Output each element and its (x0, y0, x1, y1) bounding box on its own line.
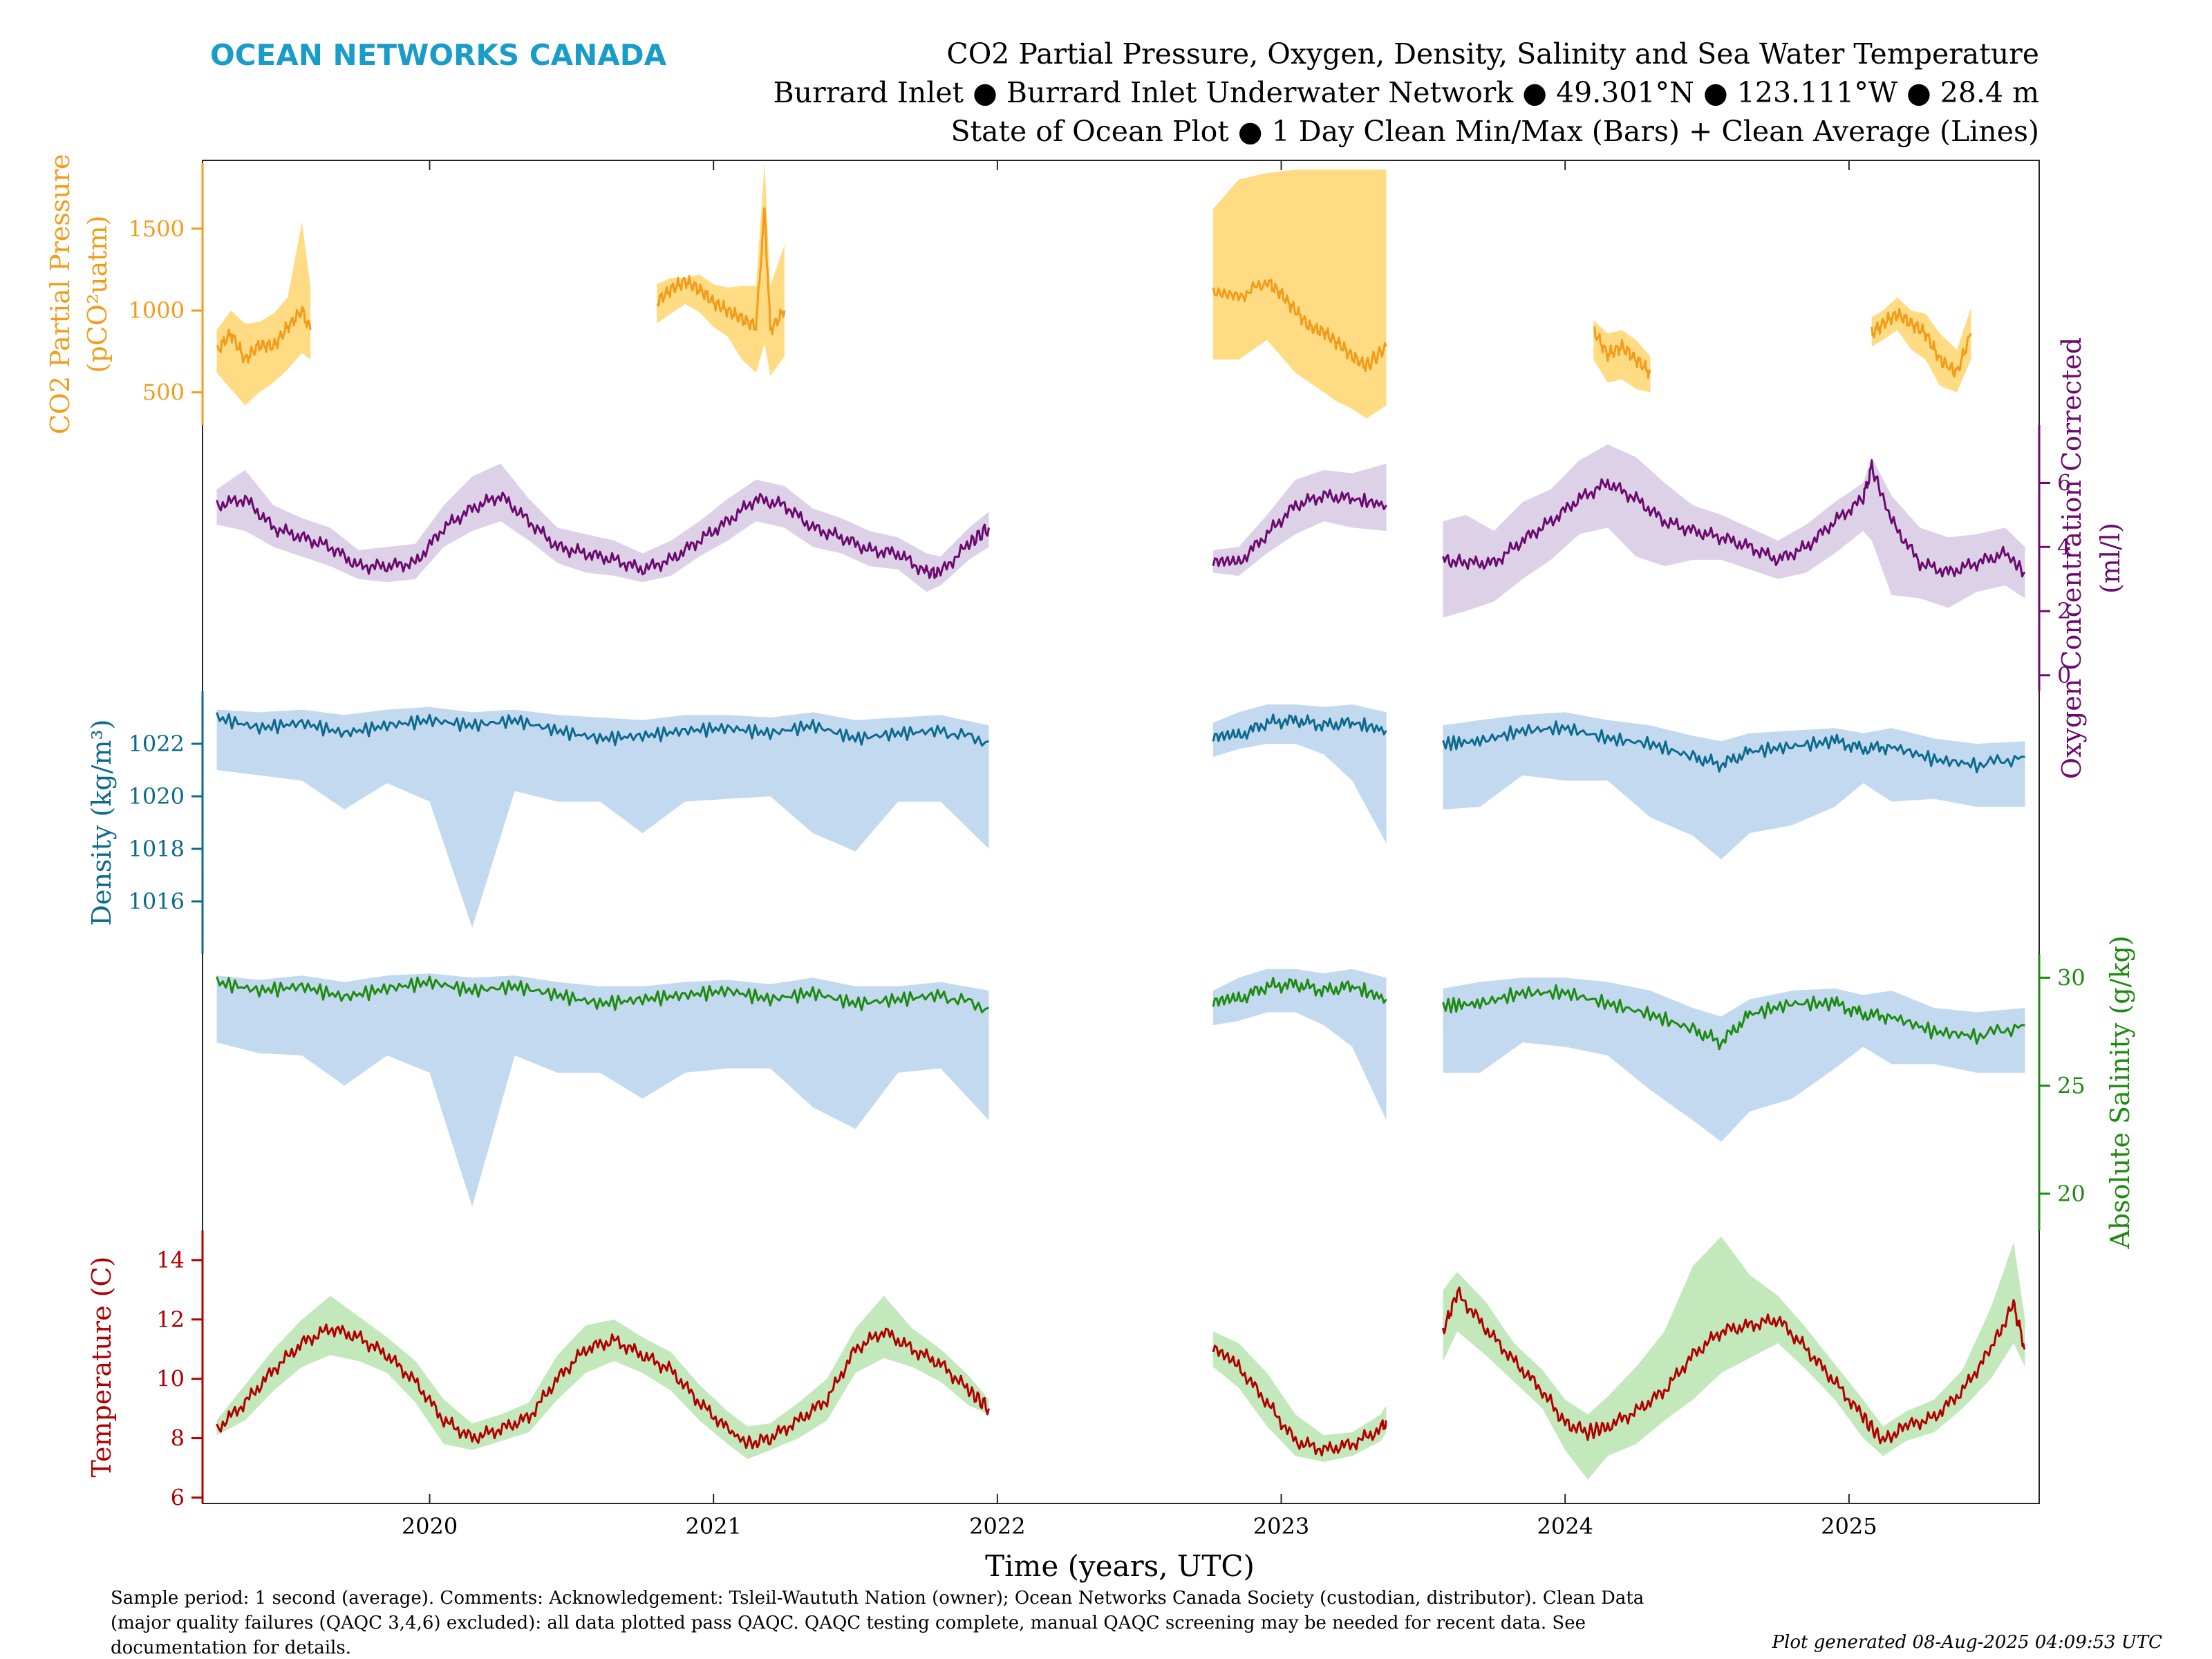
salinity-y-tick-label-30: 30 (2057, 964, 2086, 991)
oxygen-mean-line-0 (216, 491, 990, 579)
density-y-tick-label-1020: 1020 (129, 783, 185, 809)
co2-y-axis-label: CO2 Partial Pressure (45, 154, 75, 435)
footer-note-line1: Sample period: 1 second (average). Comme… (111, 1588, 1644, 1609)
co2-minmax-band-3 (1593, 320, 1651, 393)
oxygen-y-tick-label-4: 4 (2057, 534, 2071, 560)
co2-mean-line-4 (1871, 308, 1972, 378)
oxygen-minmax-band-2 (1443, 444, 2025, 618)
temperature-mean-line-2 (1442, 1286, 2026, 1445)
x-tick-label-2022: 2022 (969, 1513, 1025, 1539)
oxygen-y-tick-label-6: 6 (2057, 469, 2071, 496)
temperature-minmax-band-1 (1212, 1331, 1387, 1462)
density-y-tick-label-1016: 1016 (129, 888, 185, 915)
oxygen-y-tick-label-0: 0 (2057, 662, 2071, 688)
density-mean-line-2 (1442, 720, 2025, 774)
salinity-minmax-band-1 (1212, 968, 1387, 1121)
ocean-networks-logo: OCEAN NETWORKS CANADA (210, 38, 667, 72)
temperature-y-tick-label-6: 6 (171, 1484, 185, 1510)
co2-mean-line-2 (1212, 279, 1387, 373)
x-axis-label: Time (years, UTC) (985, 1549, 1255, 1583)
density-y-tick-label-1018: 1018 (129, 836, 185, 862)
co2-minmax-band-2 (1212, 169, 1387, 419)
co2-minmax-band-4 (1871, 297, 1971, 393)
x-tick-label-2020: 2020 (402, 1513, 458, 1539)
chart-title-line2: Burrard Inlet ● Burrard Inlet Underwater… (774, 76, 2039, 109)
co2-mean-line-1 (656, 207, 786, 336)
temperature-minmax-band-2 (1443, 1236, 2025, 1480)
x-tick-label-2024: 2024 (1537, 1513, 1593, 1539)
co2-y-tick-label-500: 500 (142, 379, 185, 406)
salinity-y-axis-label: Absolute Salinity (g/kg) (2105, 935, 2135, 1249)
density-y-tick-label-1022: 1022 (129, 731, 185, 757)
density-mean-line-1 (1212, 713, 1387, 742)
panel-salinity: 20 25 30 Absolute Salinity (g/kg) (216, 935, 2135, 1250)
co2-y-axis-label-unit: (pCO²uatm) (82, 216, 113, 373)
co2-minmax-band-0 (216, 222, 311, 406)
density-minmax-band-2 (1443, 712, 2025, 860)
temperature-y-tick-label-14: 14 (156, 1247, 185, 1273)
temperature-mean-line-0 (216, 1323, 990, 1450)
chart-title-line1: CO2 Partial Pressure, Oxygen, Density, S… (946, 37, 2039, 71)
salinity-minmax-band-0 (216, 973, 989, 1207)
panel-density: 1016 1018 1020 1022 Density (kg/m³) (86, 691, 2025, 954)
temperature-minmax-band-0 (216, 1295, 989, 1459)
temperature-mean-line-1 (1212, 1344, 1387, 1456)
salinity-mean-line-2 (1442, 984, 2025, 1051)
co2-minmax-band-1 (657, 163, 785, 376)
co2-mean-line-3 (1593, 326, 1651, 379)
x-tick-label-2025: 2025 (1821, 1513, 1877, 1539)
oxygen-minmax-band-0 (216, 463, 989, 592)
plot-generated-timestamp: Plot generated 08-Aug-2025 04:09:53 UTC (1772, 1632, 2163, 1653)
footer-note-line2: (major quality failures (QAQC 3,4,6) exc… (111, 1613, 1586, 1633)
x-tick-label-2021: 2021 (685, 1513, 741, 1539)
salinity-y-tick-label-20: 20 (2057, 1181, 2086, 1207)
chart-title-line3: State of Ocean Plot ● 1 Day Clean Min/Ma… (951, 115, 2040, 148)
salinity-minmax-band-2 (1443, 977, 2025, 1142)
salinity-y-tick-label-25: 25 (2057, 1073, 2086, 1099)
oxygen-mean-line-2 (1442, 459, 2026, 578)
density-minmax-band-0 (216, 706, 989, 928)
co2-y-tick-label-1000: 1000 (129, 297, 185, 324)
oxygen-minmax-band-1 (1212, 463, 1387, 577)
salinity-mean-line-0 (216, 975, 989, 1013)
co2-mean-line-0 (216, 306, 312, 364)
co2-y-tick-label-1500: 1500 (129, 216, 185, 242)
oxygen-y-axis-label: Oxygen Concentration Corrected (2056, 337, 2087, 779)
salinity-mean-line-1 (1212, 977, 1387, 1007)
temperature-y-axis-label: Temperature (C) (86, 1257, 117, 1478)
density-minmax-band-1 (1212, 704, 1387, 844)
density-y-axis-label: Density (kg/m³) (86, 720, 117, 926)
oxygen-y-axis-label-unit: (ml/l) (2095, 523, 2126, 594)
panel-temperature: 6 8 10 12 14 Temperature (C) (86, 1230, 2026, 1510)
temperature-y-tick-label-10: 10 (156, 1366, 185, 1392)
x-tick-label-2023: 2023 (1253, 1513, 1309, 1539)
panel-co2: 500 1000 1500 CO2 Partial Pressure (pCO²uatm… (45, 154, 1972, 435)
oxygen-mean-line-1 (1212, 489, 1387, 568)
temperature-y-tick-label-8: 8 (171, 1425, 185, 1452)
density-mean-line-0 (216, 712, 989, 747)
footer-note-line3: documentation for details. (111, 1638, 351, 1658)
temperature-y-tick-label-12: 12 (156, 1306, 185, 1333)
oxygen-y-tick-label-2: 2 (2057, 598, 2071, 624)
